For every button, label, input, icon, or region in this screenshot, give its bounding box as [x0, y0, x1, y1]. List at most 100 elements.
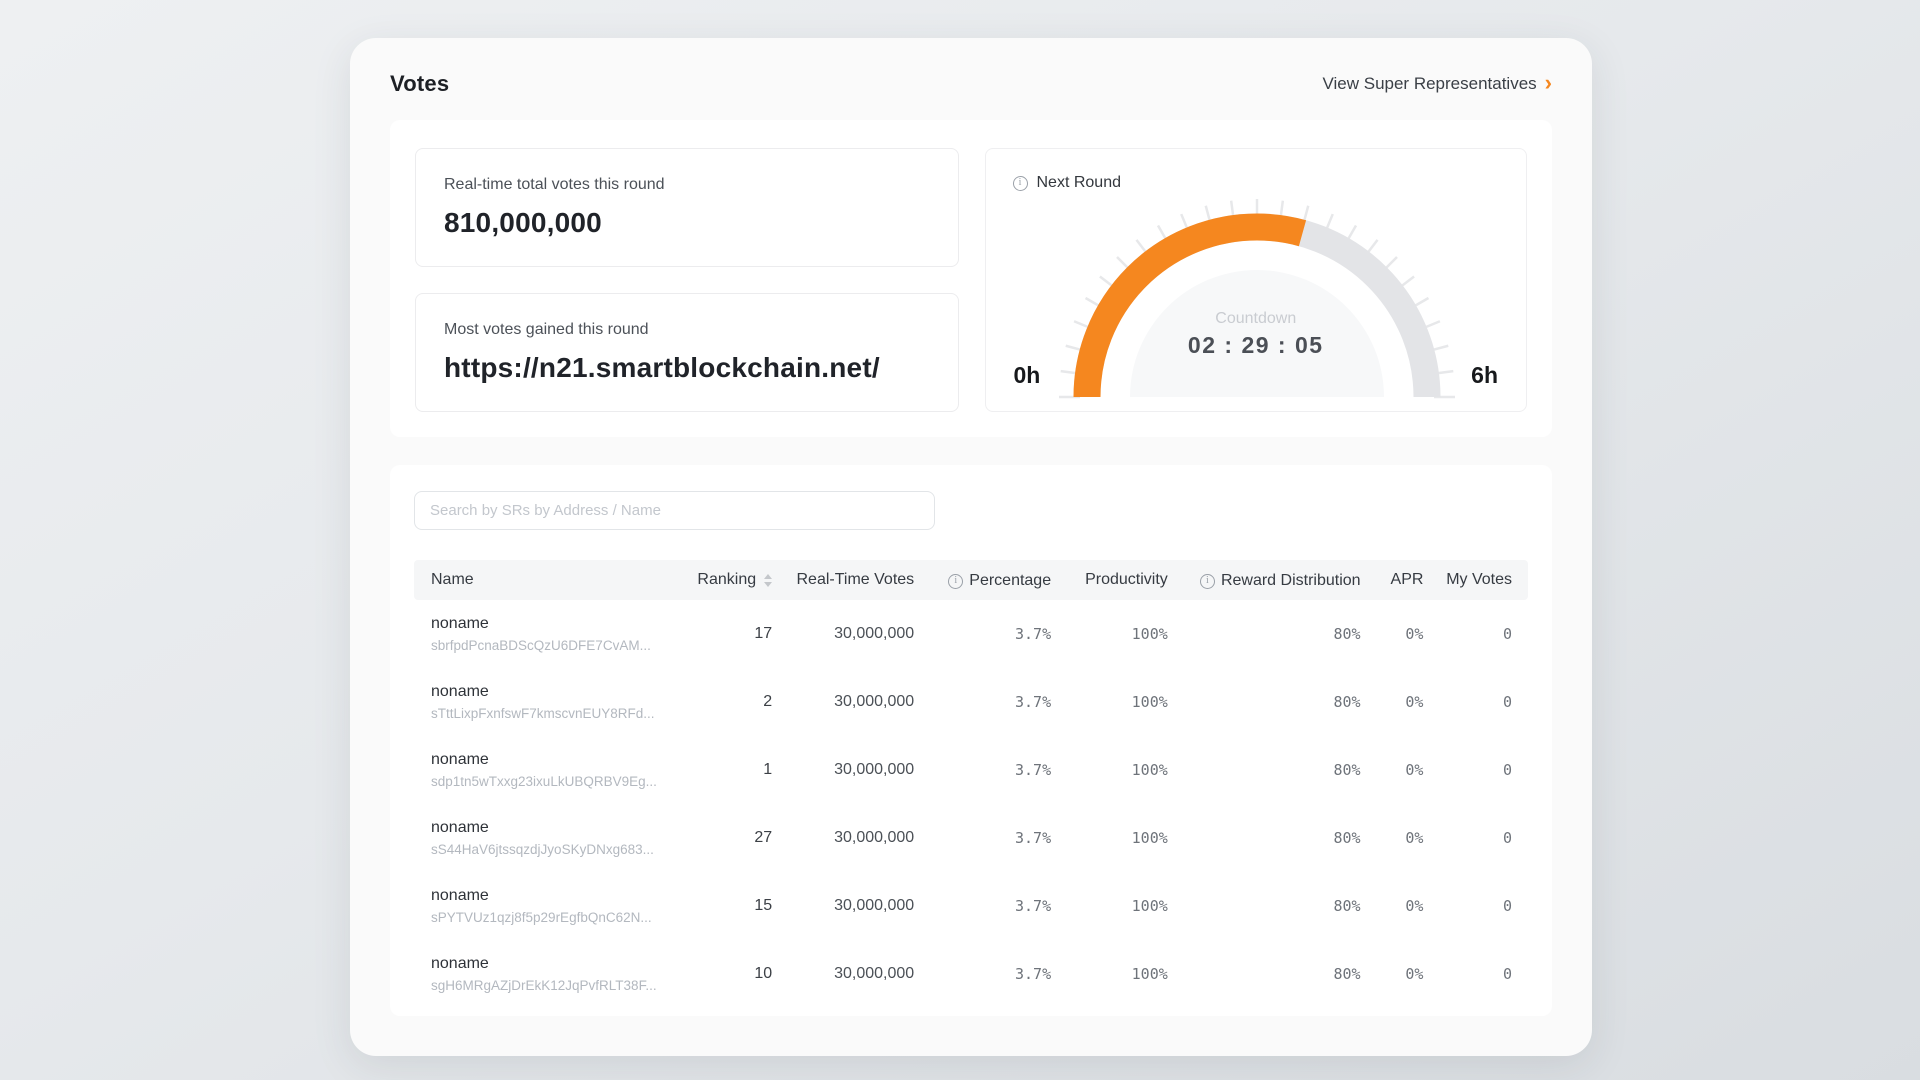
- sr-productivity: 100%: [1131, 693, 1168, 711]
- sr-votes: 30,000,000: [834, 829, 915, 846]
- sr-productivity: 100%: [1131, 829, 1168, 847]
- table-header-row: Name Ranking Real-Time Votes i Percentag…: [414, 560, 1528, 600]
- total-votes-card: Real-time total votes this round 810,000…: [415, 148, 959, 267]
- most-votes-card: Most votes gained this round https://n21…: [415, 293, 959, 412]
- column-header-name[interactable]: Name: [431, 571, 474, 588]
- sr-table-body: noname sbrfpdPcnaBDScQzU6DFE7CvAM... 17 …: [414, 600, 1528, 1008]
- sr-ranking: 2: [763, 693, 773, 710]
- stats-column: Real-time total votes this round 810,000…: [415, 148, 959, 412]
- sr-apr: 0%: [1405, 965, 1424, 983]
- sr-myvotes: 0: [1502, 897, 1512, 915]
- sr-name[interactable]: noname: [431, 615, 489, 632]
- sr-apr: 0%: [1405, 625, 1424, 643]
- sr-address[interactable]: sbrfpdPcnaBDScQzU6DFE7CvAM...: [431, 638, 651, 653]
- column-header-myvotes[interactable]: My Votes: [1446, 571, 1512, 588]
- table-row[interactable]: noname sgH6MRgAZjDrEkK12JqPvfRLT38F... 1…: [414, 940, 1528, 1008]
- sr-reward: 80%: [1333, 965, 1361, 983]
- most-votes-value[interactable]: https://n21.smartblockchain.net/: [444, 352, 880, 383]
- column-header-reward[interactable]: i Reward Distribution: [1168, 560, 1361, 600]
- sr-productivity: 100%: [1131, 897, 1168, 915]
- sr-name[interactable]: noname: [431, 819, 489, 836]
- table-row[interactable]: noname sTttLixpFxnfswF7kmscvnEUY8RFd... …: [414, 668, 1528, 736]
- table-row[interactable]: noname sdp1tn5wTxxg23ixuLkUBQRBV9Eg... 1…: [414, 736, 1528, 804]
- table-row[interactable]: noname sbrfpdPcnaBDScQzU6DFE7CvAM... 17 …: [414, 600, 1528, 668]
- countdown-gauge: [1058, 199, 1455, 399]
- sr-myvotes: 0: [1502, 761, 1512, 779]
- sr-votes: 30,000,000: [834, 897, 915, 914]
- sr-reward: 80%: [1333, 625, 1361, 643]
- search-input[interactable]: [414, 491, 935, 530]
- sr-percentage: 3.7%: [1014, 965, 1052, 983]
- sr-reward: 80%: [1333, 897, 1361, 915]
- sr-address[interactable]: sgH6MRgAZjDrEkK12JqPvfRLT38F...: [431, 978, 657, 993]
- sr-percentage: 3.7%: [1014, 625, 1052, 643]
- column-header-productivity[interactable]: Productivity: [1085, 571, 1168, 588]
- sr-percentage: 3.7%: [1014, 761, 1052, 779]
- sr-name[interactable]: noname: [431, 887, 489, 904]
- sr-productivity: 100%: [1131, 761, 1168, 779]
- most-votes-label: Most votes gained this round: [444, 321, 649, 338]
- sr-table: Name Ranking Real-Time Votes i Percentag…: [414, 560, 1528, 1008]
- sr-address[interactable]: sTttLixpFxnfswF7kmscvnEUY8RFd...: [431, 706, 655, 721]
- next-round-title: Next Round: [1036, 174, 1122, 191]
- sr-myvotes: 0: [1502, 829, 1512, 847]
- countdown-display: Countdown 02 : 29 : 05: [986, 310, 1527, 359]
- card-header: Votes View Super Representatives ›: [390, 38, 1552, 120]
- view-super-representatives-link[interactable]: View Super Representatives ›: [1322, 72, 1552, 94]
- sr-myvotes: 0: [1502, 693, 1512, 711]
- info-icon[interactable]: i: [948, 573, 964, 589]
- votes-card: Votes View Super Representatives › Real-…: [350, 38, 1592, 1056]
- sr-address[interactable]: sPYTVUz1qzj8f5p29rEgfbQnC62N...: [431, 910, 652, 925]
- sr-myvotes: 0: [1502, 965, 1512, 983]
- sr-address[interactable]: sdp1tn5wTxxg23ixuLkUBQRBV9Eg...: [431, 774, 657, 789]
- sr-apr: 0%: [1405, 829, 1424, 847]
- gauge-min-label: 0h: [1013, 362, 1041, 388]
- sr-reward: 80%: [1333, 829, 1361, 847]
- sr-name[interactable]: noname: [431, 683, 489, 700]
- sort-icon[interactable]: [764, 573, 773, 587]
- sr-votes: 30,000,000: [834, 693, 915, 710]
- sr-productivity: 100%: [1131, 965, 1168, 983]
- total-votes-label: Real-time total votes this round: [444, 176, 665, 193]
- info-icon[interactable]: i: [1012, 175, 1028, 191]
- sr-ranking: 10: [754, 965, 773, 982]
- sr-votes: 30,000,000: [834, 965, 915, 982]
- sr-apr: 0%: [1405, 693, 1424, 711]
- column-header-apr[interactable]: APR: [1390, 571, 1424, 588]
- sr-apr: 0%: [1405, 761, 1424, 779]
- sr-table-panel: Name Ranking Real-Time Votes i Percentag…: [390, 465, 1552, 1016]
- next-round-card: i Next Round Countdown 02 : 29 : 05 0h 6…: [984, 148, 1527, 412]
- column-header-ranking[interactable]: Ranking: [657, 560, 773, 600]
- sr-ranking: 15: [754, 897, 773, 914]
- sr-apr: 0%: [1405, 897, 1424, 915]
- sr-productivity: 100%: [1131, 625, 1168, 643]
- gauge-max-label: 6h: [1471, 362, 1498, 388]
- sr-address[interactable]: sS44HaV6jtssqzdjJyoSKyDNxg683...: [431, 842, 654, 857]
- sr-ranking: 1: [763, 761, 773, 778]
- sr-myvotes: 0: [1502, 625, 1512, 643]
- column-header-percentage[interactable]: i Percentage: [914, 560, 1051, 600]
- sr-votes: 30,000,000: [834, 761, 915, 778]
- sr-name[interactable]: noname: [431, 751, 489, 768]
- total-votes-value: 810,000,000: [444, 207, 602, 238]
- column-header-votes[interactable]: Real-Time Votes: [796, 571, 915, 588]
- sr-reward: 80%: [1333, 761, 1361, 779]
- gauge-inner-disc: [1129, 270, 1384, 397]
- table-row[interactable]: noname sS44HaV6jtssqzdjJyoSKyDNxg683... …: [414, 804, 1528, 872]
- info-icon[interactable]: i: [1199, 573, 1215, 589]
- sr-percentage: 3.7%: [1014, 829, 1052, 847]
- stats-panel: Real-time total votes this round 810,000…: [390, 120, 1552, 437]
- sr-reward: 80%: [1333, 693, 1361, 711]
- sr-percentage: 3.7%: [1014, 897, 1052, 915]
- sr-votes: 30,000,000: [834, 625, 915, 642]
- sr-ranking: 17: [754, 625, 773, 642]
- view-super-representatives-label: View Super Representatives: [1322, 74, 1537, 93]
- countdown-value: 02 : 29 : 05: [1187, 332, 1324, 358]
- next-round-header: i Next Round: [1012, 174, 1122, 192]
- gauge-progress-arc: [1073, 213, 1440, 398]
- sr-percentage: 3.7%: [1014, 693, 1052, 711]
- sr-ranking: 27: [754, 829, 773, 846]
- page-title: Votes: [390, 71, 450, 96]
- sr-name[interactable]: noname: [431, 955, 489, 972]
- table-row[interactable]: noname sPYTVUz1qzj8f5p29rEgfbQnC62N... 1…: [414, 872, 1528, 940]
